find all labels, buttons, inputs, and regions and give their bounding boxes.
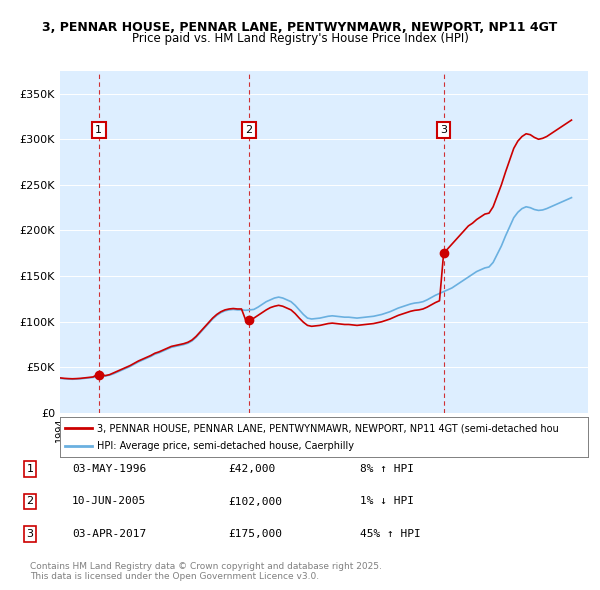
Text: 2: 2 (245, 125, 253, 135)
Text: 1% ↓ HPI: 1% ↓ HPI (360, 497, 414, 506)
Text: 1: 1 (26, 464, 34, 474)
Text: 03-APR-2017: 03-APR-2017 (72, 529, 146, 539)
Text: 45% ↑ HPI: 45% ↑ HPI (360, 529, 421, 539)
Text: 03-MAY-1996: 03-MAY-1996 (72, 464, 146, 474)
Text: 10-JUN-2005: 10-JUN-2005 (72, 497, 146, 506)
Text: £102,000: £102,000 (228, 497, 282, 506)
Text: HPI: Average price, semi-detached house, Caerphilly: HPI: Average price, semi-detached house,… (97, 441, 354, 451)
Text: 3, PENNAR HOUSE, PENNAR LANE, PENTWYNMAWR, NEWPORT, NP11 4GT: 3, PENNAR HOUSE, PENNAR LANE, PENTWYNMAW… (43, 21, 557, 34)
Text: 3: 3 (26, 529, 34, 539)
Text: 1: 1 (95, 125, 102, 135)
Text: 8% ↑ HPI: 8% ↑ HPI (360, 464, 414, 474)
Text: 3: 3 (440, 125, 447, 135)
Text: £42,000: £42,000 (228, 464, 275, 474)
Text: £175,000: £175,000 (228, 529, 282, 539)
Text: 2: 2 (26, 497, 34, 506)
Text: Price paid vs. HM Land Registry's House Price Index (HPI): Price paid vs. HM Land Registry's House … (131, 32, 469, 45)
Text: Contains HM Land Registry data © Crown copyright and database right 2025.
This d: Contains HM Land Registry data © Crown c… (30, 562, 382, 581)
Text: 3, PENNAR HOUSE, PENNAR LANE, PENTWYNMAWR, NEWPORT, NP11 4GT (semi-detached hou: 3, PENNAR HOUSE, PENNAR LANE, PENTWYNMAW… (97, 424, 559, 434)
